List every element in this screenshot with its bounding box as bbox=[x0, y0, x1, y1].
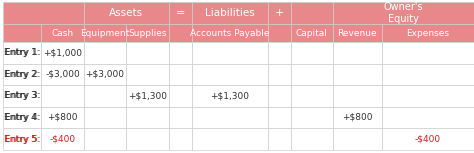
Bar bbox=[291, 24, 333, 42]
Bar bbox=[268, 107, 291, 128]
Bar bbox=[382, 128, 474, 150]
Bar bbox=[192, 128, 268, 150]
Text: Capital: Capital bbox=[296, 29, 328, 37]
Bar bbox=[382, 107, 474, 128]
Bar bbox=[382, 24, 474, 42]
Text: Entry 2:: Entry 2: bbox=[4, 70, 40, 79]
Text: Entry 1:: Entry 1: bbox=[5, 49, 41, 57]
Bar bbox=[169, 64, 192, 85]
Text: Accounts Payable: Accounts Payable bbox=[190, 29, 270, 37]
Bar bbox=[291, 128, 333, 150]
Bar bbox=[192, 42, 268, 64]
Bar bbox=[268, 85, 291, 107]
Bar bbox=[192, 24, 268, 42]
Text: =: = bbox=[176, 8, 185, 18]
Text: Expenses: Expenses bbox=[407, 29, 449, 37]
Bar bbox=[84, 2, 169, 24]
Bar bbox=[192, 64, 268, 85]
Bar bbox=[126, 85, 169, 107]
Bar bbox=[3, 128, 41, 150]
Bar bbox=[41, 128, 84, 150]
Bar bbox=[268, 42, 291, 64]
Text: Entry 3:: Entry 3: bbox=[5, 91, 41, 101]
Bar bbox=[84, 128, 126, 150]
Bar bbox=[3, 85, 41, 107]
Bar bbox=[3, 42, 41, 64]
Bar bbox=[126, 128, 169, 150]
Bar bbox=[3, 64, 41, 85]
Text: Entry 4:: Entry 4: bbox=[4, 113, 40, 122]
Text: -$400: -$400 bbox=[50, 134, 76, 144]
Bar bbox=[333, 107, 382, 128]
Bar bbox=[333, 64, 382, 85]
Bar bbox=[268, 2, 291, 24]
Bar bbox=[41, 107, 84, 128]
Text: +$1,300: +$1,300 bbox=[128, 91, 167, 101]
Bar bbox=[169, 85, 192, 107]
Text: Equipment: Equipment bbox=[81, 29, 129, 37]
Bar bbox=[169, 24, 192, 42]
Bar bbox=[382, 42, 474, 64]
Text: +$3,000: +$3,000 bbox=[85, 70, 125, 79]
Bar bbox=[3, 2, 84, 24]
Bar bbox=[3, 107, 41, 128]
Bar bbox=[126, 107, 169, 128]
Text: +$800: +$800 bbox=[342, 113, 373, 122]
Bar bbox=[333, 24, 382, 42]
Text: Entry 1:: Entry 1: bbox=[4, 49, 40, 57]
Bar bbox=[382, 85, 474, 107]
Bar bbox=[41, 42, 84, 64]
Text: -$400: -$400 bbox=[415, 134, 441, 144]
Bar bbox=[84, 85, 126, 107]
Bar bbox=[192, 107, 268, 128]
Bar bbox=[84, 107, 126, 128]
Text: +$1,000: +$1,000 bbox=[43, 49, 82, 57]
Bar bbox=[169, 42, 192, 64]
Bar bbox=[192, 85, 268, 107]
Bar bbox=[126, 64, 169, 85]
Text: +$1,300: +$1,300 bbox=[210, 91, 249, 101]
Bar bbox=[169, 107, 192, 128]
Text: Revenue: Revenue bbox=[337, 29, 377, 37]
Bar bbox=[291, 42, 333, 64]
Text: Entry 3:: Entry 3: bbox=[4, 91, 40, 101]
Bar bbox=[84, 42, 126, 64]
Text: +$800: +$800 bbox=[47, 113, 78, 122]
Bar bbox=[41, 64, 84, 85]
Bar bbox=[3, 24, 41, 42]
Text: +: + bbox=[275, 8, 284, 18]
Bar bbox=[41, 24, 84, 42]
Bar bbox=[268, 24, 291, 42]
Text: Entry 2:: Entry 2: bbox=[5, 70, 41, 79]
Text: -$3,000: -$3,000 bbox=[45, 70, 80, 79]
Text: Cash: Cash bbox=[52, 29, 73, 37]
Bar bbox=[126, 24, 169, 42]
Bar bbox=[291, 64, 333, 85]
Text: Liabilities: Liabilities bbox=[205, 8, 255, 18]
Text: Supplies: Supplies bbox=[128, 29, 167, 37]
Bar bbox=[333, 42, 382, 64]
Bar bbox=[169, 2, 192, 24]
Bar bbox=[382, 64, 474, 85]
Bar bbox=[333, 2, 474, 24]
Text: Entry 5:: Entry 5: bbox=[4, 134, 40, 144]
Bar bbox=[84, 24, 126, 42]
Text: Assets: Assets bbox=[109, 8, 143, 18]
Bar bbox=[41, 85, 84, 107]
Bar bbox=[291, 2, 333, 24]
Text: Entry 4:: Entry 4: bbox=[5, 113, 41, 122]
Bar bbox=[333, 85, 382, 107]
Bar bbox=[169, 128, 192, 150]
Bar bbox=[126, 42, 169, 64]
Text: Owner's
Equity: Owner's Equity bbox=[383, 2, 423, 24]
Bar bbox=[192, 2, 268, 24]
Bar bbox=[291, 107, 333, 128]
Bar bbox=[84, 64, 126, 85]
Text: Entry 5:: Entry 5: bbox=[5, 134, 41, 144]
Bar bbox=[333, 128, 382, 150]
Bar bbox=[268, 64, 291, 85]
Bar bbox=[291, 85, 333, 107]
Bar bbox=[268, 128, 291, 150]
